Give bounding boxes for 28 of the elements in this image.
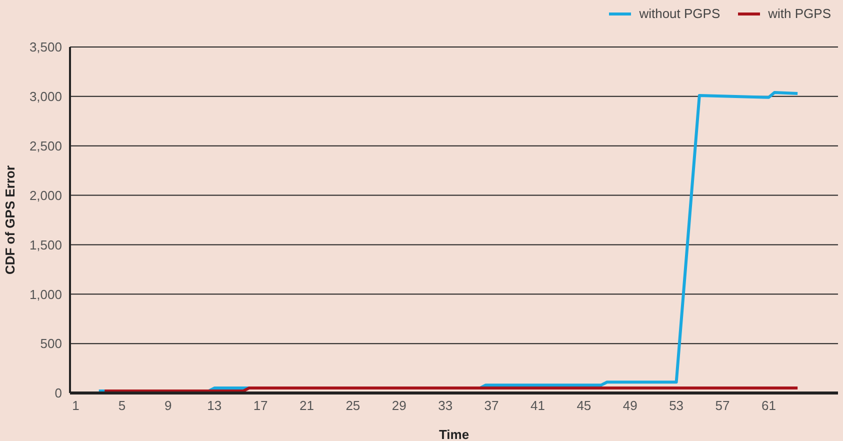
y-tick-label: 2,000 bbox=[29, 188, 62, 203]
legend-label: without PGPS bbox=[638, 6, 720, 21]
x-tick-label: 9 bbox=[164, 398, 172, 414]
x-tick-label: 45 bbox=[576, 398, 592, 414]
x-tick-label: 5 bbox=[118, 398, 126, 414]
x-tick-label: 41 bbox=[530, 398, 545, 414]
x-tick-label: 13 bbox=[207, 398, 222, 414]
y-tick-label: 0 bbox=[54, 386, 62, 401]
x-axis-title: Time bbox=[438, 427, 470, 441]
x-tick-label: 1 bbox=[72, 398, 80, 414]
y-tick-label: 1,500 bbox=[29, 237, 62, 252]
x-tick-label: 33 bbox=[438, 398, 453, 414]
x-tick-label: 21 bbox=[300, 398, 314, 414]
y-tick-label: 1,000 bbox=[29, 286, 62, 302]
x-tick-label: 57 bbox=[715, 398, 730, 414]
x-tick-label: 29 bbox=[392, 398, 406, 414]
y-tick-label: 3,500 bbox=[29, 40, 62, 55]
x-tick-label: 17 bbox=[253, 398, 268, 414]
legend-label: with PGPS bbox=[767, 6, 831, 21]
y-tick-label: 2,500 bbox=[29, 138, 62, 154]
y-tick-label: 3,000 bbox=[29, 89, 62, 104]
x-tick-label: 61 bbox=[761, 398, 776, 414]
y-axis-title: CDF of GPS Error bbox=[2, 165, 18, 275]
y-tick-label: 500 bbox=[40, 336, 62, 352]
x-tick-label: 49 bbox=[622, 398, 638, 414]
x-tick-label: 37 bbox=[484, 398, 499, 414]
x-tick-label: 25 bbox=[346, 398, 360, 414]
x-tick-label: 53 bbox=[669, 398, 684, 414]
